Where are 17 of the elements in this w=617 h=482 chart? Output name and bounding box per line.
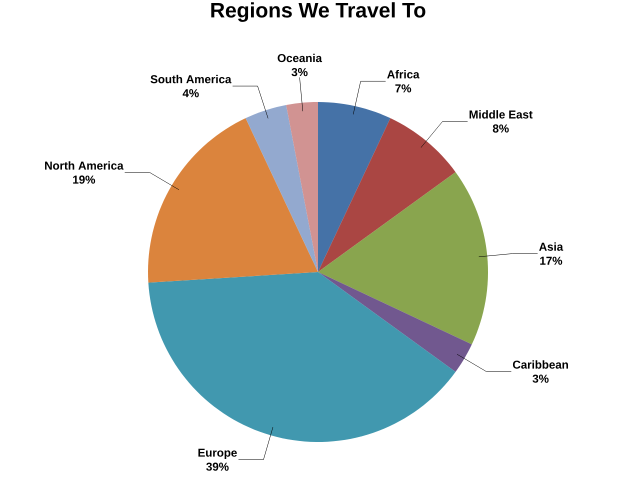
data-label: 7% xyxy=(395,84,412,92)
slice-label: Oceania xyxy=(278,54,322,62)
data-label: 4% xyxy=(182,89,199,98)
data-label: 3% xyxy=(532,374,549,383)
slice-label: Asia xyxy=(539,242,564,251)
data-label: 19% xyxy=(73,176,96,184)
data-label: 17% xyxy=(540,256,562,265)
data-label: 3% xyxy=(292,68,308,76)
slice-label: Africa xyxy=(387,70,420,78)
slice-label: Europe xyxy=(198,448,237,460)
slice-label: Caribbean xyxy=(512,360,568,369)
slice-label: North America xyxy=(45,161,124,170)
slice-label: Middle East xyxy=(470,110,533,119)
slice-label: South America xyxy=(150,74,232,84)
data-label: 8% xyxy=(492,124,509,133)
data-label: 39% xyxy=(206,462,229,471)
chart-title: Regions We Travel To xyxy=(211,2,426,22)
